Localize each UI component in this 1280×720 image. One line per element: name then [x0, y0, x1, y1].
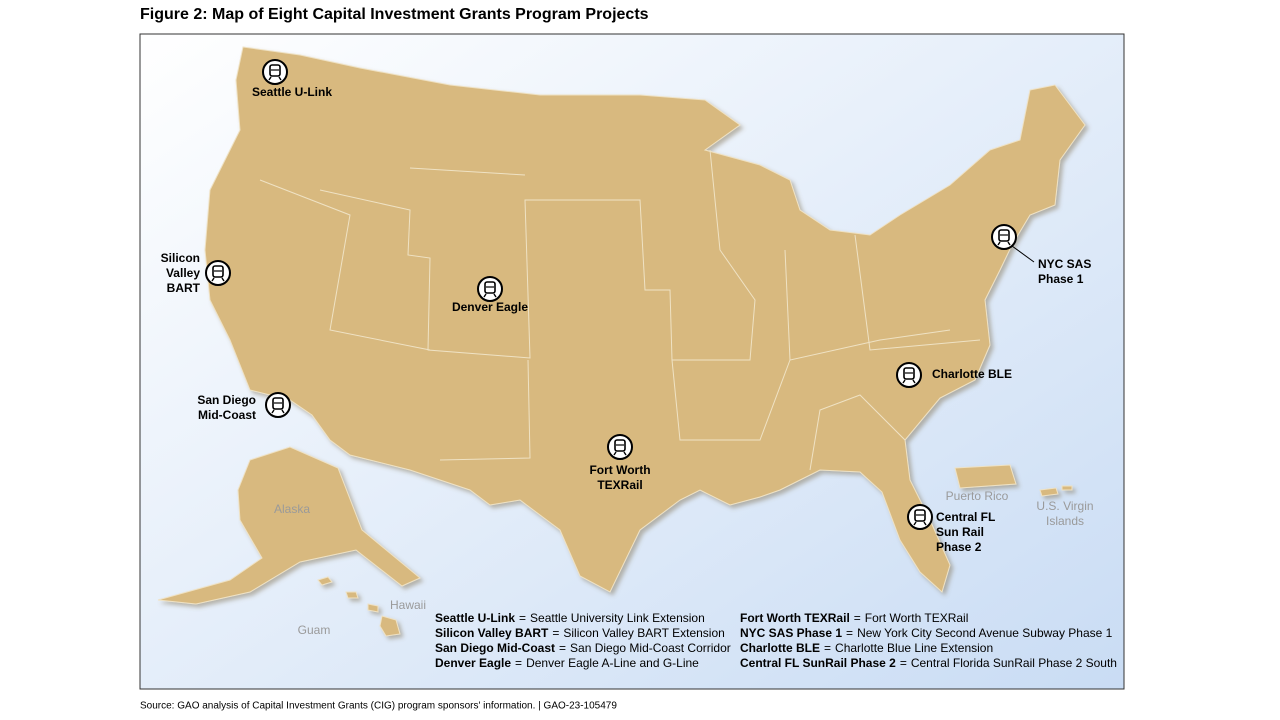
project-label: Silicon	[161, 251, 200, 265]
key-entry: NYC SAS Phase 1 = New York City Second Ave…	[740, 626, 1113, 640]
train-icon	[212, 265, 224, 278]
project-label: BART	[167, 281, 201, 295]
train-track	[902, 379, 916, 384]
project-marker	[265, 392, 291, 418]
territory-label: U.S. Virgin	[1036, 499, 1093, 513]
marker-circle	[991, 224, 1017, 250]
key-separator: =	[846, 626, 853, 640]
train-track	[211, 277, 225, 282]
puerto-rico	[954, 464, 1017, 489]
project-marker	[607, 434, 633, 460]
key-entry: Fort Worth TEXRail = Fort Worth TEXRail	[740, 611, 968, 625]
key: Seattle U-Link = Seattle University Link E…	[435, 611, 1117, 670]
key-definition: Fort Worth TEXRail	[865, 611, 969, 625]
key-entry: Silicon Valley BART = Silicon Valley BART …	[435, 626, 725, 640]
train-track	[913, 521, 927, 526]
territory-label: Alaska	[274, 502, 310, 516]
key-separator: =	[900, 656, 907, 670]
key-separator: =	[552, 626, 559, 640]
key-separator: =	[519, 611, 526, 625]
key-definition: Silicon Valley BART Extension	[563, 626, 724, 640]
territory-label: Guam	[298, 623, 331, 637]
virgin-islands	[1039, 485, 1073, 497]
project-label: Phase 1	[1038, 272, 1084, 286]
leader-line	[1011, 245, 1035, 263]
project-label: Sun Rail	[936, 525, 984, 539]
project-marker	[991, 224, 1017, 250]
key-entry: Denver Eagle = Denver Eagle A-Line and G-L…	[435, 656, 699, 670]
hawaii	[317, 576, 401, 637]
key-separator: =	[515, 656, 522, 670]
key-term: Fort Worth TEXRail	[740, 611, 850, 625]
marker-circle	[262, 59, 288, 85]
train-icon	[484, 281, 496, 294]
key-definition: Charlotte Blue Line Extension	[835, 641, 993, 655]
marker-circle	[205, 260, 231, 286]
project-label: Valley	[166, 266, 200, 280]
key-entry: Central FL SunRail Phase 2 = Central Flori…	[740, 656, 1117, 670]
train-icon	[903, 367, 915, 380]
key-term: NYC SAS Phase 1	[740, 626, 842, 640]
key-entry: San Diego Mid-Coast = San Diego Mid-Coast …	[435, 641, 731, 655]
key-term: Seattle U-Link	[435, 611, 515, 625]
project-label: Mid-Coast	[198, 408, 256, 422]
train-track	[483, 293, 497, 298]
key-definition: Denver Eagle A-Line and G-Line	[526, 656, 699, 670]
train-track	[271, 409, 285, 414]
marker-circle	[607, 434, 633, 460]
project-label: San Diego	[197, 393, 256, 407]
marker-circle	[907, 504, 933, 530]
key-entry: Seattle U-Link = Seattle University Link E…	[435, 611, 705, 625]
project-label: Phase 2	[936, 540, 982, 554]
train-track	[268, 76, 282, 81]
key-term: San Diego Mid-Coast	[435, 641, 555, 655]
territory-label: Islands	[1046, 514, 1084, 528]
state-borders	[259, 149, 981, 471]
project-label: Charlotte BLE	[932, 367, 1012, 381]
project-marker	[896, 362, 922, 388]
key-term: Silicon Valley BART	[435, 626, 549, 640]
marker-circle	[896, 362, 922, 388]
train-track	[613, 451, 627, 456]
state-border	[259, 149, 981, 471]
key-definition: New York City Second Avenue Subway Phase…	[857, 626, 1113, 640]
project-marker	[477, 276, 503, 302]
project-marker	[262, 59, 288, 85]
train-icon	[914, 509, 926, 522]
project-marker	[205, 260, 231, 286]
project-label: Seattle U-Link	[252, 85, 332, 99]
territory-label: Hawaii	[390, 598, 426, 612]
project-marker	[907, 504, 933, 530]
key-separator: =	[824, 641, 831, 655]
alaska	[157, 446, 421, 605]
source: Source: GAO analysis of Capital Investme…	[140, 701, 617, 712]
territory-labels: Alaska Hawaii Guam Puerto Rico U.S. VirginIs…	[274, 489, 1094, 637]
title: Figure 2: Map of Eight Capital Investmen…	[140, 6, 649, 23]
train-track	[997, 241, 1011, 246]
train-icon	[269, 64, 281, 77]
territory-label: Puerto Rico	[946, 489, 1009, 503]
project-label: Denver Eagle	[452, 300, 528, 314]
marker-circle	[477, 276, 503, 302]
train-icon	[614, 439, 626, 452]
train-icon	[272, 397, 284, 410]
key-term: Central FL SunRail Phase 2	[740, 656, 896, 670]
marker-circle	[265, 392, 291, 418]
key-definition: Seattle University Link Extension	[530, 611, 705, 625]
project-label: TEXRail	[597, 478, 642, 492]
project-label: Fort Worth	[589, 463, 650, 477]
key-separator: =	[559, 641, 566, 655]
key-definition: San Diego Mid-Coast Corridor	[570, 641, 731, 655]
key-separator: =	[854, 611, 861, 625]
land	[157, 46, 1086, 637]
project-label: NYC SAS	[1038, 257, 1091, 271]
train-icon	[998, 229, 1010, 242]
project-label: Central FL	[936, 510, 995, 524]
key-definition: Central Florida SunRail Phase 2 South	[911, 656, 1117, 670]
key-term: Charlotte BLE	[740, 641, 820, 655]
key-entry: Charlotte BLE = Charlotte Blue Line Extens…	[740, 641, 993, 655]
key-term: Denver Eagle	[435, 656, 511, 670]
